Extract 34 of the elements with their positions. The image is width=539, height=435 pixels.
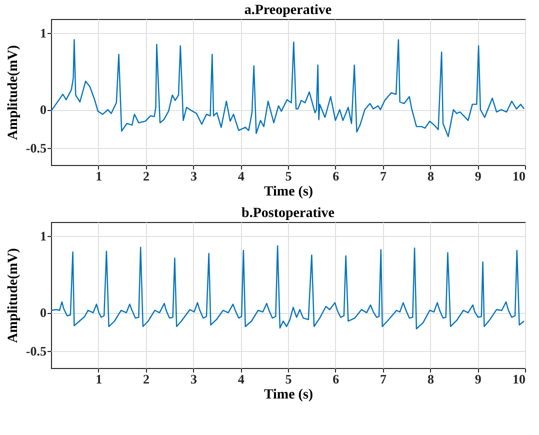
y-tick-label: 0 bbox=[40, 102, 46, 118]
x-tick-label: 10 bbox=[512, 168, 526, 184]
x-tick-label: 4 bbox=[238, 168, 245, 184]
x-tick-label: 1 bbox=[96, 372, 102, 386]
x-tick-label: 6 bbox=[332, 372, 340, 386]
x-tick-label: 3 bbox=[190, 168, 198, 184]
line-series bbox=[50, 39, 525, 138]
chart-title: a.Preoperative bbox=[244, 3, 332, 18]
x-tick-label: 8 bbox=[427, 168, 434, 184]
x-tick-label: 7 bbox=[380, 372, 388, 386]
line-series bbox=[50, 245, 525, 330]
x-tick-label: 2 bbox=[143, 372, 150, 386]
x-tick-label: 10 bbox=[512, 372, 526, 386]
x-tick-label: 1 bbox=[96, 168, 102, 184]
x-tick-label: 4 bbox=[238, 372, 245, 386]
y-tick-label: 0 bbox=[40, 305, 46, 320]
x-tick-label: 5 bbox=[285, 168, 292, 184]
y-axis-title: Amplitude(mV) bbox=[6, 44, 21, 140]
x-tick-label: 8 bbox=[427, 372, 434, 386]
x-tick-label: 9 bbox=[474, 372, 482, 386]
x-tick-label: 9 bbox=[474, 168, 482, 184]
x-axis-title: Time (s) bbox=[264, 388, 314, 402]
chart-title: b.Postoperative bbox=[242, 206, 334, 221]
x-tick-label: 3 bbox=[190, 372, 198, 386]
x-tick-label: 6 bbox=[332, 168, 340, 184]
y-tick-label: -0.5 bbox=[26, 140, 47, 156]
x-axis-title: Time (s) bbox=[264, 184, 314, 200]
y-tick-label: 1 bbox=[40, 25, 46, 40]
y-axis-title: Amplitude(mV) bbox=[6, 248, 21, 343]
y-tick-label: 1 bbox=[40, 228, 46, 244]
x-tick-label: 7 bbox=[380, 168, 388, 184]
x-tick-label: 5 bbox=[285, 372, 292, 386]
x-tick-label: 2 bbox=[143, 168, 150, 184]
y-tick-label: -0.5 bbox=[26, 344, 47, 359]
